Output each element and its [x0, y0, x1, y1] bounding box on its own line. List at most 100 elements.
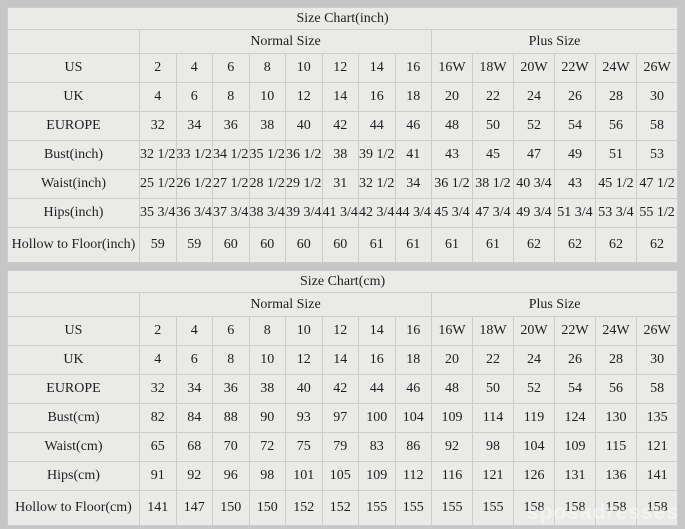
value-cell: 72	[248, 432, 286, 462]
table-row: US 2 4 6 8 10 12 14 16 16W 18W 20W 22W 24W 26W	[7, 316, 679, 346]
value-cell: 62	[635, 227, 679, 263]
value-cell: 147	[175, 490, 213, 526]
value-cell: 58	[635, 374, 679, 404]
value-cell: 47 1/2	[635, 169, 679, 199]
value-cell: 38 3/4	[248, 198, 286, 228]
value-cell: 49	[554, 140, 596, 170]
value-cell: 136	[595, 461, 637, 491]
value-cell: 60	[285, 227, 323, 263]
value-cell: 91	[139, 461, 177, 491]
value-cell: 6	[175, 82, 213, 112]
value-cell: 56	[595, 111, 637, 141]
value-cell: 31	[321, 169, 359, 199]
value-cell: 79	[321, 432, 359, 462]
row-label: Hips(inch)	[7, 198, 140, 228]
value-cell: 16W	[431, 53, 473, 83]
value-cell: 121	[472, 461, 514, 491]
value-cell: 18W	[472, 53, 514, 83]
table-row: US 2 4 6 8 10 12 14 16 16W 18W 20W 22W 24W 26W	[7, 53, 679, 83]
value-cell: 25 1/2	[139, 169, 177, 199]
value-cell: 92	[175, 461, 213, 491]
value-cell: 114	[472, 403, 514, 433]
value-cell: 10	[248, 82, 286, 112]
value-cell: 155	[358, 490, 396, 526]
value-cell: 36	[212, 374, 250, 404]
value-cell: 4	[175, 316, 213, 346]
value-cell: 36 1/2	[431, 169, 473, 199]
value-cell: 86	[394, 432, 432, 462]
value-cell: 54	[554, 111, 596, 141]
value-cell: 30	[635, 345, 679, 375]
value-cell: 61	[394, 227, 432, 263]
value-cell: 62	[513, 227, 555, 263]
value-cell: 38 1/2	[472, 169, 514, 199]
value-cell: 109	[431, 403, 473, 433]
row-label: Bust(cm)	[7, 403, 140, 433]
group-header: Plus Size	[430, 292, 679, 317]
value-cell: 83	[358, 432, 396, 462]
value-cell: 8	[248, 316, 286, 346]
value-cell: 130	[595, 403, 637, 433]
value-cell: 36	[212, 111, 250, 141]
value-cell: 135	[635, 403, 679, 433]
value-cell: 62	[554, 227, 596, 263]
value-cell: 30	[635, 82, 679, 112]
value-cell: 124	[554, 403, 596, 433]
row-label: EUROPE	[7, 374, 140, 404]
value-cell: 16	[358, 345, 396, 375]
value-cell: 96	[212, 461, 250, 491]
value-cell: 35 1/2	[248, 140, 286, 170]
row-label: Hollow to Floor(inch)	[7, 227, 140, 263]
value-cell: 39 1/2	[358, 140, 396, 170]
value-cell: 28	[595, 82, 637, 112]
value-cell: 141	[635, 461, 679, 491]
table-title: Size Chart(cm)	[6, 270, 679, 293]
value-cell: 56	[595, 374, 637, 404]
table-row: Bust(cm) 82 84 88 90 93 97 100 104 109 114 119 124 13…	[7, 403, 679, 433]
value-cell: 16	[394, 316, 432, 346]
value-cell: 42	[321, 374, 359, 404]
value-cell: 12	[285, 82, 323, 112]
value-cell: 20	[431, 82, 473, 112]
row-label: EUROPE	[7, 111, 140, 141]
table-row: Waist(cm) 65 68 70 72 75 79 83 86 92 98 104 109 115 12…	[7, 432, 679, 462]
value-cell: 42	[321, 111, 359, 141]
value-cell: 12	[321, 316, 359, 346]
value-cell: 34	[175, 111, 213, 141]
value-cell: 44 3/4	[394, 198, 432, 228]
value-cell: 45 1/2	[595, 169, 637, 199]
value-cell: 47 3/4	[472, 198, 514, 228]
value-cell: 27 1/2	[212, 169, 250, 199]
value-cell: 119	[513, 403, 555, 433]
value-cell: 48	[431, 374, 473, 404]
value-cell: 45 3/4	[431, 198, 473, 228]
value-cell: 2	[139, 53, 177, 83]
value-cell: 155	[394, 490, 432, 526]
value-cell: 43	[431, 140, 473, 170]
value-cell: 26	[554, 82, 596, 112]
value-cell: 47	[513, 140, 555, 170]
value-cell: 82	[139, 403, 177, 433]
value-cell: 14	[321, 345, 359, 375]
row-label: Bust(inch)	[7, 140, 140, 170]
table-row: Waist(inch) 25 1/2 26 1/2 27 1/2 28 1/2 29 1/…	[7, 169, 679, 199]
value-cell: 40 3/4	[513, 169, 555, 199]
value-cell: 10	[248, 345, 286, 375]
value-cell: 22W	[554, 316, 596, 346]
value-cell: 14	[358, 53, 396, 83]
row-label: UK	[7, 345, 140, 375]
value-cell: 104	[394, 403, 432, 433]
value-cell: 52	[513, 111, 555, 141]
value-cell: 37 3/4	[212, 198, 250, 228]
value-cell: 4	[139, 82, 177, 112]
value-cell: 22	[472, 82, 514, 112]
table-row: Hips(inch) 35 3/4 36 3/4 37 3/4 38 3/4 39 3/4…	[7, 198, 679, 228]
row-label: US	[7, 53, 140, 83]
row-label: Waist(cm)	[7, 432, 140, 462]
value-cell: 4	[175, 53, 213, 83]
row-label: Hips(cm)	[7, 461, 140, 491]
value-cell: 32 1/2	[139, 140, 177, 170]
value-cell: 60	[212, 227, 250, 263]
table-row: EUROPE 32 34 36 38 40 42 44 46 48 50 52 54 56 58	[7, 111, 679, 141]
value-cell: 29 1/2	[285, 169, 323, 199]
